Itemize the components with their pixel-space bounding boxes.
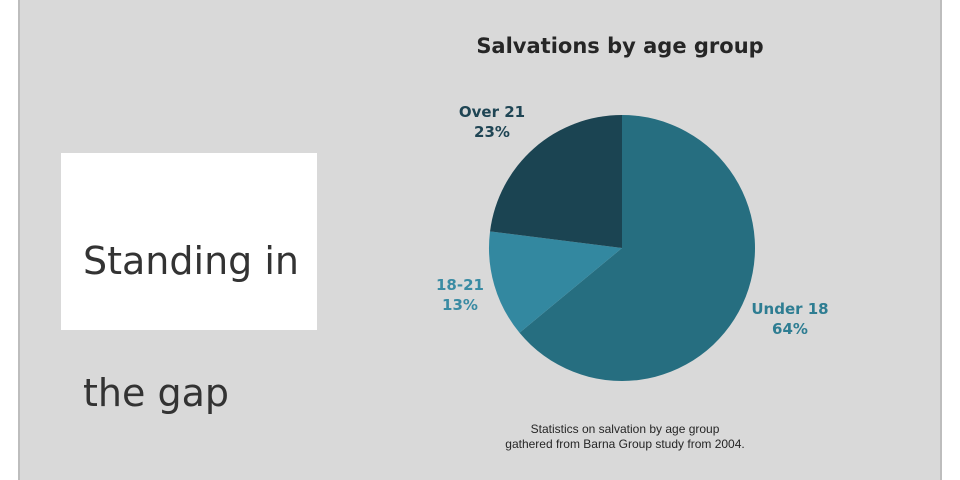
title-box: Standing in the gap: [61, 153, 317, 415]
pie-slice-over-21: [490, 115, 622, 248]
slide-title: Standing in the gap: [83, 195, 313, 415]
chart-title: Salvations by age group: [476, 34, 764, 58]
slide-title-line-1: Standing in: [83, 239, 299, 283]
slide-title-line-2: the gap: [83, 371, 229, 415]
slice-label-value: 23%: [474, 123, 510, 141]
slice-label-name: Under 18: [751, 300, 828, 318]
slice-label-value: 64%: [772, 320, 808, 338]
chart-caption: Statistics on salvation by age group gat…: [470, 422, 780, 452]
slice-label-18-21: 18-21 13%: [436, 276, 484, 314]
caption-line-1: Statistics on salvation by age group: [530, 422, 720, 436]
slice-label-value: 13%: [442, 296, 478, 314]
slice-label-name: 18-21: [436, 276, 484, 294]
slice-label-under-18: Under 18 64%: [751, 300, 828, 338]
caption-line-2: gathered from Barna Group study from 200…: [505, 437, 745, 451]
slice-label-name: Over 21: [459, 103, 525, 121]
pie-slice-under-18: [519, 115, 755, 381]
pie-slice-18-21: [488, 231, 622, 333]
slice-label-over-21: Over 21 23%: [459, 103, 525, 141]
